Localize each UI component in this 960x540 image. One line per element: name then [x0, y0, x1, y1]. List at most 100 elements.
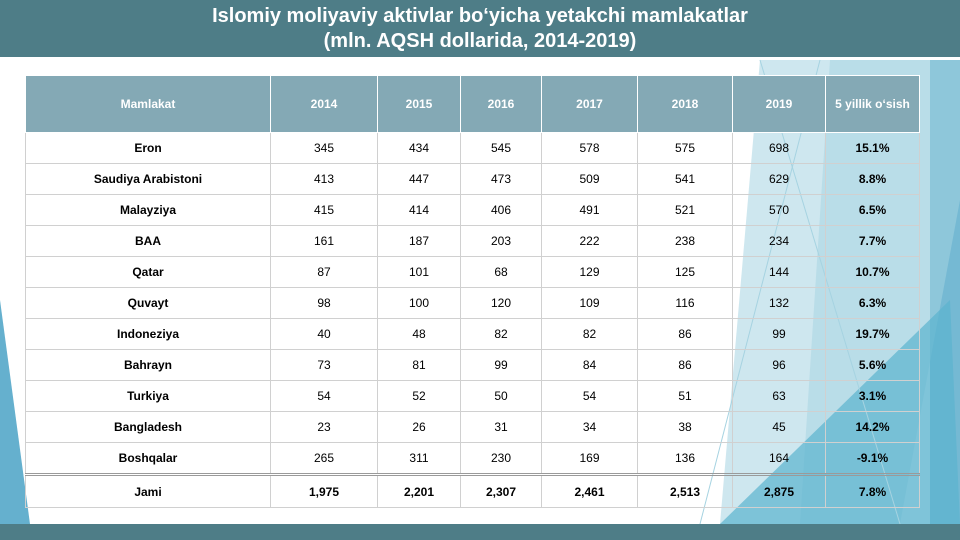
- value-cell: 82: [541, 318, 638, 350]
- value-cell: 473: [460, 163, 542, 195]
- value-cell: 48: [377, 318, 461, 350]
- table-row: Quvayt 98 100 120 109 116 132 6.3%: [25, 287, 920, 319]
- value-cell: 129: [541, 256, 638, 288]
- bottom-bar: [0, 524, 960, 540]
- value-cell: 570: [732, 194, 826, 226]
- value-cell: 2,307: [460, 473, 542, 508]
- value-cell: 136: [637, 442, 733, 475]
- value-cell: 132: [732, 287, 826, 319]
- value-cell: 521: [637, 194, 733, 226]
- value-cell: 87: [270, 256, 378, 288]
- table-header-row: Mamlakat 2014 2015 2016 2017 2018 2019 5 yillik…: [25, 75, 920, 133]
- table-row: Bahrayn 73 81 99 84 86 96 5.6%: [25, 349, 920, 381]
- title-bar: Islomiy moliyaviy aktivlar bo‘yicha yeta…: [0, 0, 960, 57]
- table-row: Indoneziya 40 48 82 82 86 99 19.7%: [25, 318, 920, 350]
- value-cell: 414: [377, 194, 461, 226]
- assets-table: Mamlakat 2014 2015 2016 2017 2018 2019 5 yillik…: [25, 75, 920, 508]
- value-cell: 222: [541, 225, 638, 257]
- value-cell: 698: [732, 132, 826, 164]
- column-header: 2018: [637, 75, 733, 133]
- growth-cell: 3.1%: [825, 380, 920, 412]
- value-cell: 26: [377, 411, 461, 443]
- value-cell: 203: [460, 225, 542, 257]
- column-header: 2015: [377, 75, 461, 133]
- value-cell: 54: [270, 380, 378, 412]
- value-cell: 54: [541, 380, 638, 412]
- value-cell: 99: [732, 318, 826, 350]
- value-cell: 345: [270, 132, 378, 164]
- growth-cell: 7.7%: [825, 225, 920, 257]
- growth-cell: 8.8%: [825, 163, 920, 195]
- country-cell: Indoneziya: [25, 318, 271, 350]
- value-cell: 2,461: [541, 473, 638, 508]
- country-cell: Bangladesh: [25, 411, 271, 443]
- value-cell: 406: [460, 194, 542, 226]
- value-cell: 629: [732, 163, 826, 195]
- value-cell: 187: [377, 225, 461, 257]
- value-cell: 84: [541, 349, 638, 381]
- value-cell: 2,875: [732, 473, 826, 508]
- country-cell: Qatar: [25, 256, 271, 288]
- growth-cell: 15.1%: [825, 132, 920, 164]
- value-cell: 116: [637, 287, 733, 319]
- value-cell: 34: [541, 411, 638, 443]
- value-cell: 82: [460, 318, 542, 350]
- value-cell: 434: [377, 132, 461, 164]
- value-cell: 541: [637, 163, 733, 195]
- value-cell: 50: [460, 380, 542, 412]
- country-cell: Quvayt: [25, 287, 271, 319]
- deco-shape-left: [0, 300, 30, 524]
- table-row: Qatar 87 101 68 129 125 144 10.7%: [25, 256, 920, 288]
- country-cell: Bahrayn: [25, 349, 271, 381]
- table-row: BAA 161 187 203 222 238 234 7.7%: [25, 225, 920, 257]
- column-header: 2019: [732, 75, 826, 133]
- value-cell: 52: [377, 380, 461, 412]
- table-row: Malayziya 415 414 406 491 521 570 6.5%: [25, 194, 920, 226]
- country-cell: Eron: [25, 132, 271, 164]
- value-cell: 86: [637, 318, 733, 350]
- country-cell: Saudiya Arabistoni: [25, 163, 271, 195]
- growth-cell: 6.3%: [825, 287, 920, 319]
- country-cell: Turkiya: [25, 380, 271, 412]
- value-cell: 491: [541, 194, 638, 226]
- value-cell: 96: [732, 349, 826, 381]
- table-body: Eron 345 434 545 578 575 698 15.1% Saudiya Arabi…: [25, 132, 920, 508]
- value-cell: 45: [732, 411, 826, 443]
- value-cell: 415: [270, 194, 378, 226]
- growth-cell: 6.5%: [825, 194, 920, 226]
- value-cell: 311: [377, 442, 461, 475]
- value-cell: 125: [637, 256, 733, 288]
- growth-cell: 14.2%: [825, 411, 920, 443]
- value-cell: 578: [541, 132, 638, 164]
- table-row: Saudiya Arabistoni 413 447 473 509 541 629 8.8%: [25, 163, 920, 195]
- value-cell: 575: [637, 132, 733, 164]
- growth-cell: -9.1%: [825, 442, 920, 475]
- title-line-1: Islomiy moliyaviy aktivlar bo‘yicha yeta…: [212, 5, 748, 27]
- value-cell: 23: [270, 411, 378, 443]
- value-cell: 73: [270, 349, 378, 381]
- value-cell: 230: [460, 442, 542, 475]
- growth-cell: 5.6%: [825, 349, 920, 381]
- value-cell: 101: [377, 256, 461, 288]
- table-row: Boshqalar 265 311 230 169 136 164 -9.1%: [25, 442, 920, 475]
- value-cell: 413: [270, 163, 378, 195]
- country-cell: Jami: [25, 473, 271, 508]
- table-row: Turkiya 54 52 50 54 51 63 3.1%: [25, 380, 920, 412]
- value-cell: 38: [637, 411, 733, 443]
- value-cell: 161: [270, 225, 378, 257]
- value-cell: 98: [270, 287, 378, 319]
- country-cell: Malayziya: [25, 194, 271, 226]
- value-cell: 2,201: [377, 473, 461, 508]
- value-cell: 109: [541, 287, 638, 319]
- column-header: Mamlakat: [25, 75, 271, 133]
- value-cell: 100: [377, 287, 461, 319]
- column-header: 2016: [460, 75, 542, 133]
- column-header: 2014: [270, 75, 378, 133]
- growth-cell: 7.8%: [825, 473, 920, 508]
- value-cell: 31: [460, 411, 542, 443]
- title-line-2: (mln. AQSH dollarida, 2014-2019): [323, 30, 637, 52]
- value-cell: 68: [460, 256, 542, 288]
- column-header: 2017: [541, 75, 638, 133]
- growth-cell: 10.7%: [825, 256, 920, 288]
- growth-cell: 19.7%: [825, 318, 920, 350]
